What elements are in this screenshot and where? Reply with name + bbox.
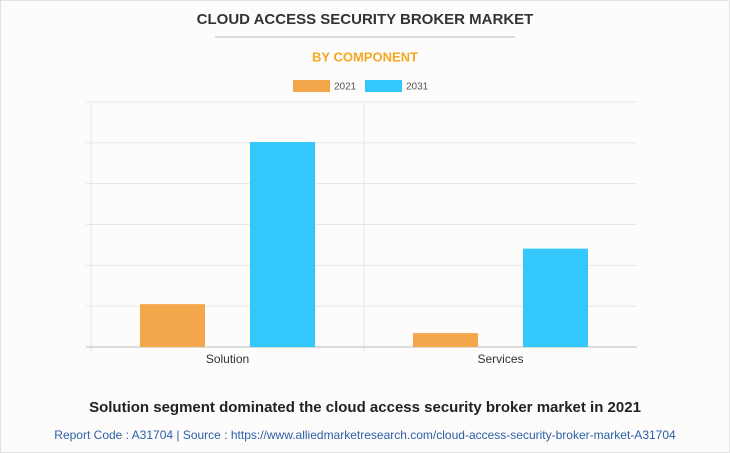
legend-swatch [293, 80, 330, 92]
legend-swatch [365, 80, 402, 92]
x-tick-label: Services [477, 352, 523, 366]
chart-title: CLOUD ACCESS SECURITY BROKER MARKET [197, 11, 534, 28]
bar [140, 304, 205, 347]
x-tick-label: Solution [206, 352, 249, 366]
caption: Solution segment dominated the cloud acc… [89, 399, 641, 416]
chart-subtitle: BY COMPONENT [312, 49, 418, 64]
legend-label: 2031 [406, 82, 429, 93]
bar [413, 333, 478, 347]
legend-label: 2021 [334, 82, 357, 93]
bar [250, 142, 315, 347]
bar [523, 248, 588, 347]
source: Report Code : A31704 | Source : https://… [54, 428, 676, 442]
